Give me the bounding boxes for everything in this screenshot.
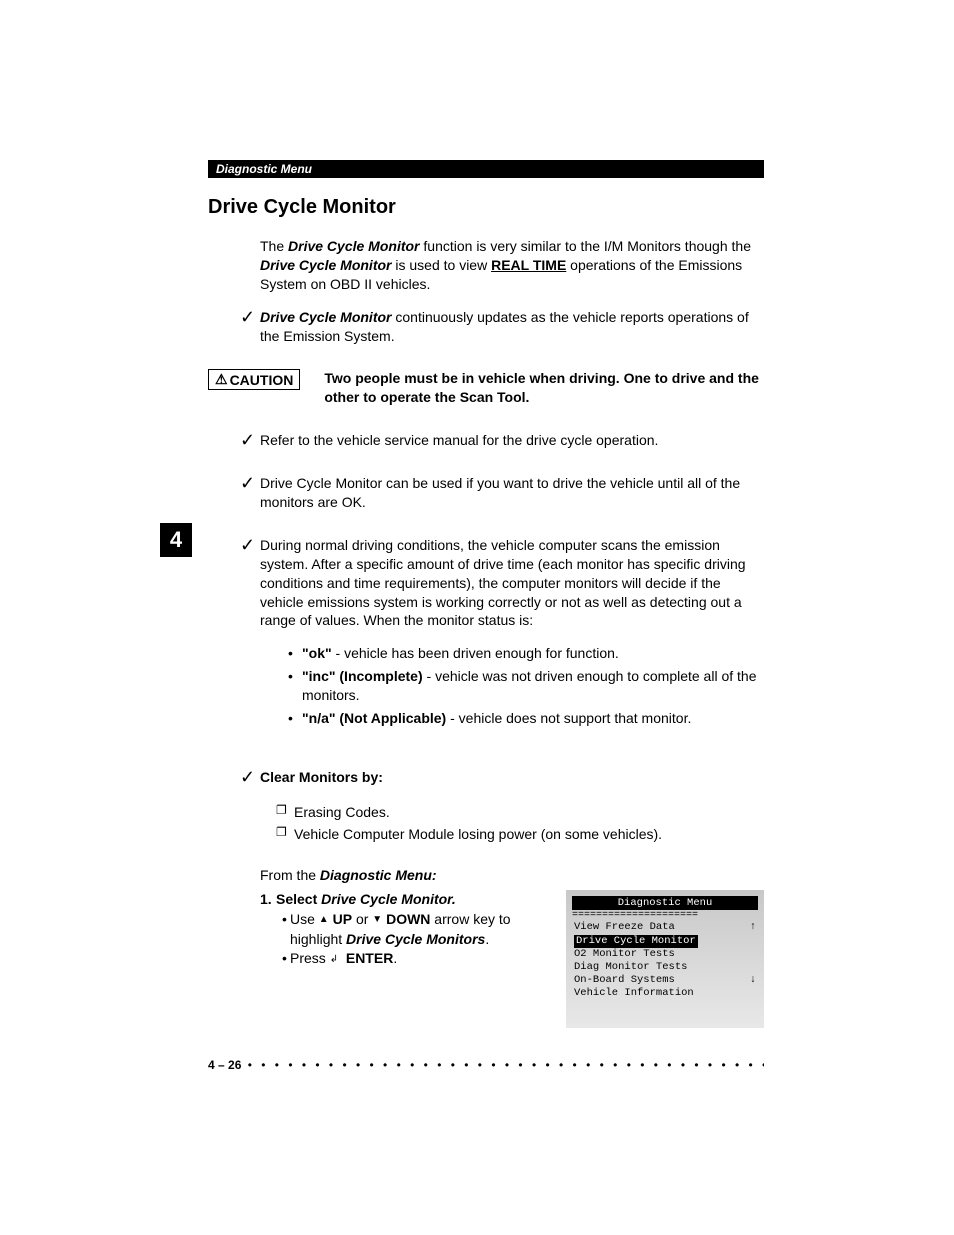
step-instructions: 1. Select Drive Cycle Monitor. • Use ▲ U…: [260, 890, 548, 968]
term: Drive Cycle Monitor: [260, 309, 391, 325]
text: Select: [276, 891, 321, 907]
status-item: •"n/a" (Not Applicable) - vehicle does n…: [288, 709, 764, 728]
text: Vehicle Computer Module losing power (on…: [294, 823, 662, 845]
check-item: ✓ Refer to the vehicle service manual fo…: [240, 431, 764, 450]
key-enter: ENTER: [346, 950, 393, 966]
step-target: Drive Cycle Monitor.: [321, 891, 456, 907]
chapter-tab: 4: [160, 523, 192, 557]
page-number: 4 – 26: [208, 1058, 241, 1072]
screen-row: Diag Monitor Tests: [572, 961, 758, 974]
screen-row: Vehicle Information: [572, 987, 758, 1000]
text: Refer to the vehicle service manual for …: [260, 431, 764, 450]
box-icon: ❐: [276, 801, 294, 823]
check-item: ✓ Clear Monitors by:: [240, 768, 764, 787]
term: Drive Cycle Monitor: [288, 238, 419, 254]
clear-heading: Clear Monitors by:: [260, 769, 383, 785]
up-arrow-icon: ▲: [319, 913, 329, 927]
status-item: •"inc" (Incomplete) - vehicle was not dr…: [288, 667, 764, 705]
check-icon: ✓: [240, 536, 260, 630]
caution-text: Two people must be in vehicle when drivi…: [324, 369, 764, 407]
text: is used to view: [391, 257, 491, 273]
down-arrow-icon: ▼: [372, 913, 382, 927]
substep: • Use ▲ UP or ▼ DOWN arrow key to highli…: [282, 910, 548, 949]
highlight-target: Drive Cycle Monitors: [346, 931, 485, 947]
step-number: 1.: [260, 890, 276, 910]
screen-row-selected: Drive Cycle Monitor: [572, 935, 758, 948]
text: From the: [260, 867, 320, 883]
key-up: UP: [333, 911, 352, 927]
screen-item-label: Drive Cycle Monitor: [574, 935, 698, 948]
text: .: [393, 950, 397, 966]
intro-paragraph: The Drive Cycle Monitor function is very…: [260, 237, 764, 294]
check-item: ✓ Drive Cycle Monitor can be used if you…: [240, 474, 764, 512]
screen-row: View Freeze Data ↑: [572, 921, 758, 934]
screen-row: On-Board Systems ↓: [572, 974, 758, 987]
screen-item-label: O2 Monitor Tests: [574, 948, 675, 961]
caution-label: CAUTION: [230, 372, 294, 388]
box-icon: ❐: [276, 823, 294, 845]
screen-title: Diagnostic Menu: [572, 896, 758, 910]
status-code: "ok": [302, 645, 332, 661]
emphasis-realtime: REAL TIME: [491, 257, 566, 273]
text: or: [356, 911, 372, 927]
status-item: •"ok" - vehicle has been driven enough f…: [288, 644, 764, 663]
status-desc: - vehicle does not support that monitor.: [446, 710, 691, 726]
page-title: Drive Cycle Monitor: [208, 196, 764, 219]
scroll-down-icon: ↓: [750, 974, 756, 987]
section-header: Diagnostic Menu: [208, 160, 764, 178]
status-desc: - vehicle has been driven enough for fun…: [332, 645, 619, 661]
screen-item-label: Diag Monitor Tests: [574, 961, 687, 974]
page-footer: 4 – 26 • • • • • • • • • • • • • • • • •…: [208, 1058, 764, 1072]
enter-icon: ↲: [330, 953, 338, 967]
check-item: ✓ During normal driving conditions, the …: [240, 536, 764, 630]
check-icon: ✓: [240, 474, 260, 512]
from-line: From the Diagnostic Menu:: [260, 866, 764, 885]
screen-item-label: On-Board Systems: [574, 974, 675, 987]
status-code: "n/a" (Not Applicable): [302, 710, 446, 726]
term: Drive Cycle Monitor: [260, 257, 391, 273]
clear-item: ❐Erasing Codes.: [276, 801, 764, 823]
caution-block: ⚠CAUTION Two people must be in vehicle w…: [208, 369, 764, 407]
tool-screen: Diagnostic Menu ===================== Vi…: [566, 890, 764, 1028]
screen-item-label: Vehicle Information: [574, 987, 694, 1000]
text: Drive Cycle Monitor can be used if you w…: [260, 474, 764, 512]
text: Erasing Codes.: [294, 801, 390, 823]
text: .: [485, 931, 489, 947]
text: The: [260, 238, 288, 254]
check-item: ✓ Drive Cycle Monitor continuously updat…: [240, 308, 764, 346]
scroll-up-icon: ↑: [750, 921, 756, 934]
status-list: •"ok" - vehicle has been driven enough f…: [288, 644, 764, 728]
screen-divider: =====================: [572, 910, 758, 921]
clear-list: ❐Erasing Codes. ❐Vehicle Computer Module…: [276, 801, 764, 846]
status-code: "inc" (Incomplete): [302, 668, 423, 684]
text: function is very similar to the I/M Moni…: [420, 238, 751, 254]
warning-icon: ⚠: [215, 371, 228, 388]
key-down: DOWN: [386, 911, 430, 927]
text: During normal driving conditions, the ve…: [260, 536, 764, 630]
text: Use: [290, 911, 319, 927]
footer-dots: • • • • • • • • • • • • • • • • • • • • …: [241, 1058, 764, 1072]
clear-item: ❐Vehicle Computer Module losing power (o…: [276, 823, 764, 845]
substep: • Press ↲ ENTER.: [282, 949, 548, 969]
screen-row: O2 Monitor Tests: [572, 948, 758, 961]
check-icon: ✓: [240, 431, 260, 450]
caution-label-box: ⚠CAUTION: [208, 369, 300, 390]
check-icon: ✓: [240, 768, 260, 787]
check-icon: ✓: [240, 308, 260, 346]
menu-name: Diagnostic Menu:: [320, 867, 437, 883]
screen-item-label: View Freeze Data: [574, 921, 675, 934]
step: 1. Select Drive Cycle Monitor.: [260, 890, 548, 910]
text: Press: [290, 950, 330, 966]
